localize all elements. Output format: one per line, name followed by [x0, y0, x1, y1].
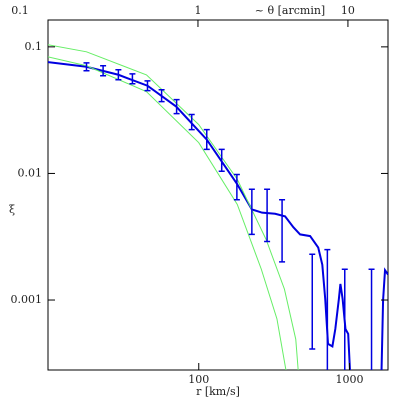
error-bar: [368, 268, 375, 370]
plot-frame: [47, 19, 389, 371]
y-tick-label: 0.1: [25, 40, 43, 53]
error-bar-line: [248, 188, 255, 236]
error-bar-line: [203, 128, 210, 151]
error-bar-line: [100, 65, 107, 77]
error-bar-line: [173, 98, 180, 115]
plot-area: [48, 44, 388, 370]
error-bar: [173, 98, 180, 115]
error-bar-line: [158, 89, 165, 103]
error-bar-line: [341, 268, 348, 370]
error-bar: [341, 268, 348, 370]
line-series: [48, 56, 287, 370]
error-bar-line: [144, 80, 151, 92]
x-axis-label: r [km/s]: [196, 385, 240, 398]
line-series: [48, 44, 299, 370]
error-bar: [129, 73, 136, 85]
x2-tick-label: 10: [341, 4, 355, 17]
error-bar: [264, 188, 271, 243]
x2-tick-label: 1: [194, 4, 201, 17]
error-bar-line: [218, 148, 225, 173]
error-bar: [309, 253, 316, 350]
error-bar: [115, 69, 122, 81]
error-bar: [233, 173, 240, 201]
error-bar: [144, 80, 151, 92]
error-bar-line: [324, 248, 331, 370]
error-bar: [218, 148, 225, 173]
line-series: [48, 61, 388, 370]
error-bar: [83, 62, 90, 72]
y-tick-label: 0.001: [11, 293, 43, 306]
error-bar-line: [188, 113, 195, 131]
x-tick-label: 100: [188, 373, 209, 386]
error-bar-line: [233, 173, 240, 201]
error-bar-line: [279, 198, 286, 263]
error-bar: [158, 89, 165, 103]
x2-tick-label: 0.1: [11, 4, 29, 17]
error-bar-line: [83, 62, 90, 72]
error-bar-line: [115, 69, 122, 81]
error-bar-line: [129, 73, 136, 85]
error-bar-line: [309, 253, 316, 350]
error-bar: [248, 188, 255, 236]
error-bar: [188, 113, 195, 131]
error-bar: [100, 65, 107, 77]
y-tick-label: 0.01: [18, 166, 43, 179]
error-bar: [279, 198, 286, 263]
error-bar-line: [368, 268, 375, 370]
x2-axis-label: ~ θ [arcmin]: [255, 4, 325, 17]
y-axis-label: ξ: [9, 203, 15, 216]
x-tick-label: 1000: [336, 373, 364, 386]
error-bar: [203, 128, 210, 151]
error-bar-line: [264, 188, 271, 243]
error-bar: [324, 248, 331, 370]
